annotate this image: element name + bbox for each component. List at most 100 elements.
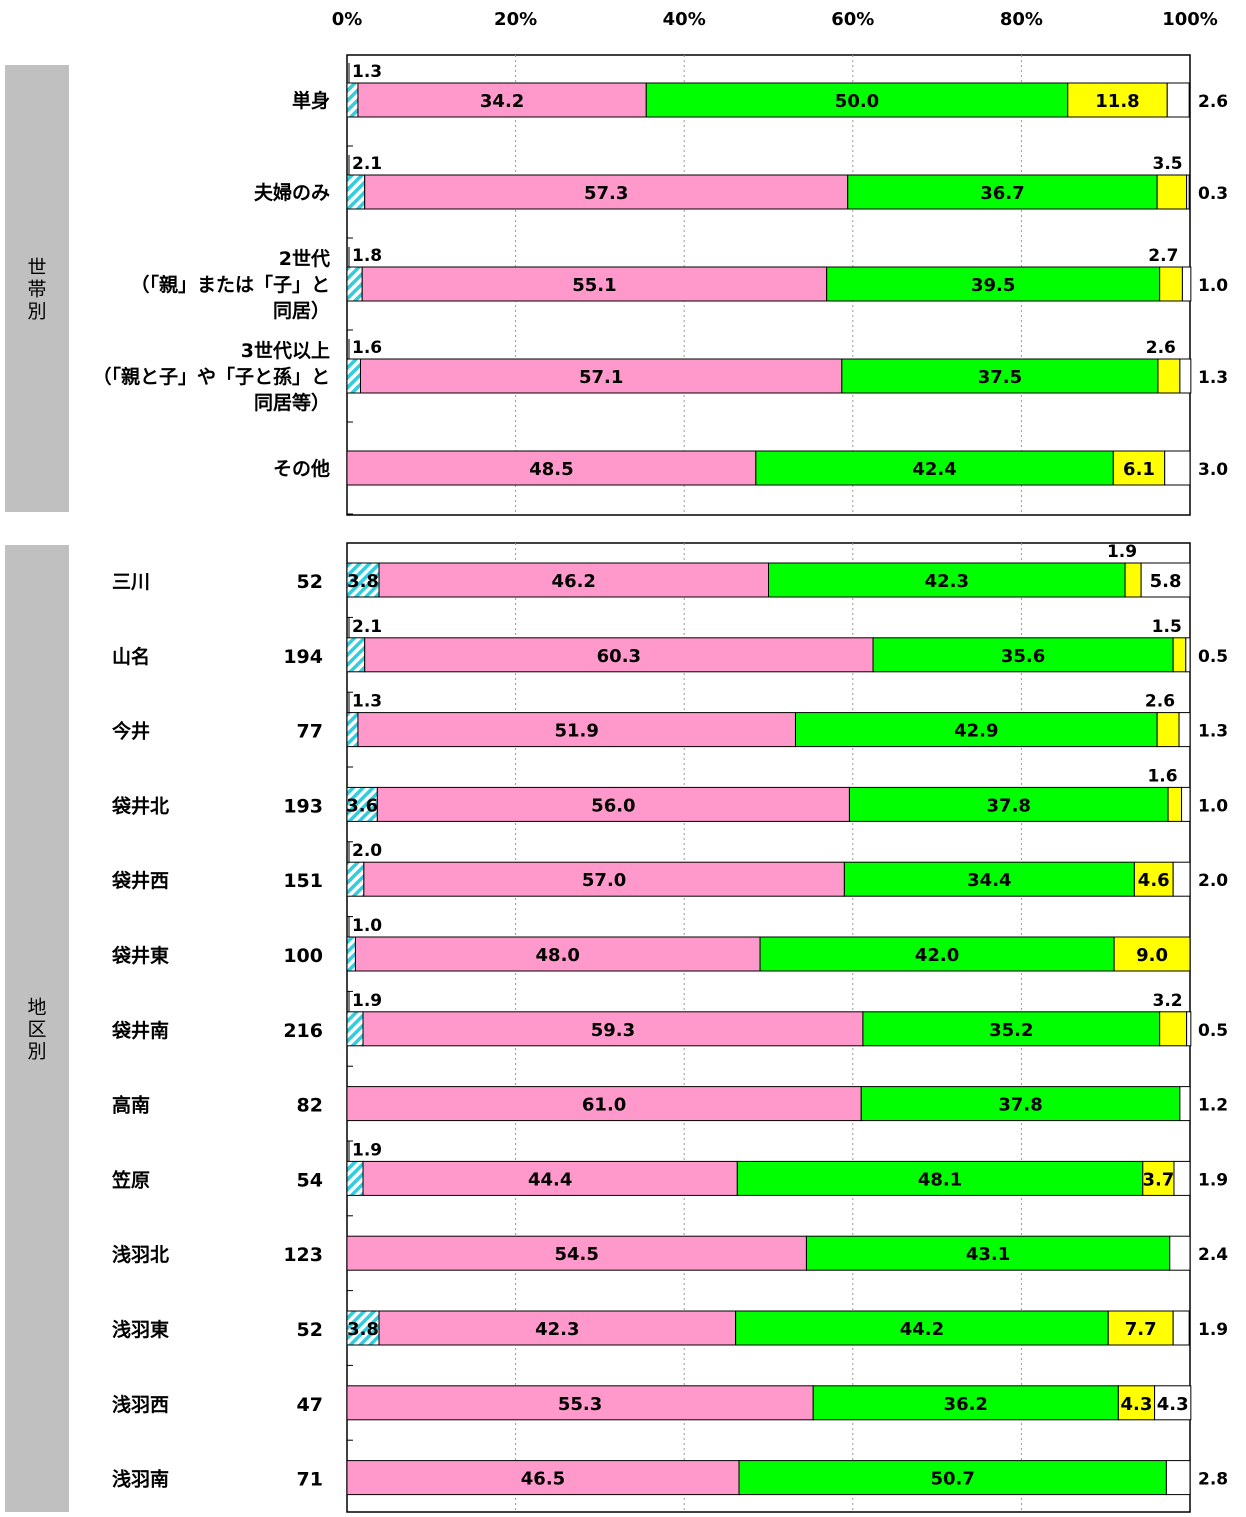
bar-row: 山名 194 60.3 35.6 2.1 1.5 0.5 (112, 617, 1228, 673)
bar-row: 袋井北 193 56.0 37.8 3.6 1.6 1.0 (111, 766, 1228, 822)
data-label: 34.2 (480, 91, 524, 112)
category-label: 今井 (111, 720, 150, 743)
sample-size-label: 100 (283, 945, 323, 967)
bar-segment (1181, 266, 1192, 302)
data-label: 51.9 (555, 721, 599, 742)
sample-size-label: 52 (297, 1319, 323, 1341)
data-label: 57.1 (579, 367, 623, 388)
data-label: 35.2 (989, 1020, 1033, 1041)
group-label-box (5, 65, 69, 512)
bar-segment (346, 936, 356, 972)
data-label: 1.9 (352, 1140, 382, 1160)
sample-size-label: 151 (283, 870, 323, 892)
bar-segment (1181, 786, 1191, 822)
sample-size-label: 52 (297, 571, 323, 593)
bar-segment (378, 562, 769, 598)
bar-segment (346, 861, 365, 897)
data-label: 4.6 (1138, 870, 1170, 891)
bar-segment (1178, 712, 1191, 748)
data-label: 1.3 (352, 692, 382, 712)
category-label: 浅羽西 (112, 1393, 169, 1416)
x-tick-label: 0% (332, 9, 363, 30)
bar-segment (346, 174, 366, 210)
bar-segment (1112, 450, 1166, 486)
bar-segment (1124, 562, 1142, 598)
bar-segment (1172, 861, 1191, 897)
category-label: 袋井北 (111, 794, 169, 817)
data-label: 1.0 (1198, 796, 1228, 816)
bar-segment (378, 1310, 737, 1346)
category-label: その他 (273, 457, 330, 480)
bar-segment (1173, 1160, 1191, 1196)
category-label: 3世代以上 (241, 340, 330, 362)
bar-segment (735, 1310, 1109, 1346)
bar-segment (738, 1460, 1167, 1496)
category-label: 単身 (292, 89, 330, 112)
group-label-char: 区 (27, 1019, 46, 1041)
data-label: 5.8 (1150, 571, 1182, 592)
x-tick-label: 60% (831, 9, 874, 30)
bar-segment (346, 266, 363, 302)
group-label-char: 世 (27, 257, 46, 279)
bar-segment (1172, 637, 1187, 673)
group-label-char: 地 (27, 997, 46, 1019)
data-label: 59.3 (591, 1020, 635, 1041)
bar-segment (1169, 1235, 1191, 1271)
bar-segment (1113, 936, 1191, 972)
bar-segment (755, 450, 1114, 486)
data-label: 1.3 (1198, 368, 1228, 388)
bar-row: 袋井東 100 48.0 42.0 1.0 9.0 (111, 916, 1191, 972)
data-label: 1.9 (1198, 1320, 1228, 1340)
data-label: 55.3 (558, 1394, 602, 1415)
bar-segment (357, 82, 647, 118)
bar-segment (1156, 712, 1180, 748)
data-label: 42.4 (912, 459, 956, 480)
bar-segment (346, 358, 361, 394)
x-tick-label: 40% (663, 9, 706, 30)
data-label: 54.5 (555, 1244, 599, 1265)
bar-segment (872, 637, 1174, 673)
bar-segment (843, 861, 1135, 897)
data-label: 48.5 (529, 459, 573, 480)
data-label: 44.2 (900, 1319, 944, 1340)
data-label: 11.8 (1095, 91, 1139, 112)
bar-segment (346, 82, 359, 118)
data-label: 1.2 (1198, 1096, 1228, 1116)
bar-segment (346, 1160, 364, 1196)
data-label: 1.6 (1147, 766, 1177, 786)
bar-row: 今井 77 51.9 42.9 1.3 2.6 1.3 (111, 692, 1228, 748)
data-label: 2.0 (352, 841, 382, 861)
data-label: 1.6 (352, 338, 382, 358)
sample-size-label: 123 (283, 1244, 323, 1266)
category-label: 笠原 (111, 1168, 150, 1191)
data-label: 36.2 (944, 1394, 988, 1415)
sample-size-label: 71 (297, 1469, 323, 1491)
data-label: 61.0 (582, 1095, 626, 1116)
bar-segment (1159, 266, 1183, 302)
bar-row: 夫婦のみ 57.3 36.7 2.1 3.5 0.3 (254, 154, 1228, 210)
category-label: 夫婦のみ (254, 181, 330, 204)
bar-segment (364, 637, 874, 673)
data-label: 1.9 (1198, 1170, 1228, 1190)
data-label: 2.6 (1146, 338, 1176, 358)
category-label: 山名 (112, 645, 150, 668)
data-label: 37.5 (978, 367, 1022, 388)
bar-segment (805, 1235, 1171, 1271)
data-label: 3.8 (347, 571, 379, 592)
sample-size-label: 216 (283, 1020, 323, 1042)
category-label: 同居） (273, 299, 330, 322)
bar-row: 浅羽北 123 54.5 43.1 2.4 (112, 1235, 1228, 1271)
bar-row: 浅羽南 71 46.5 50.7 2.8 (112, 1460, 1228, 1496)
bar-segment (1167, 786, 1183, 822)
category-label: 袋井東 (111, 944, 169, 967)
data-label: 48.0 (536, 945, 580, 966)
bar-segment (1185, 637, 1191, 673)
data-label: 34.4 (967, 870, 1011, 891)
data-label: 2.8 (1198, 1470, 1228, 1490)
bar-segment (359, 358, 843, 394)
bar-segment (362, 1160, 738, 1196)
data-label: 35.6 (1001, 646, 1045, 667)
bar-row: 袋井西 151 57.0 34.4 2.0 4.6 2.0 (111, 841, 1228, 897)
bar-segment (1133, 861, 1174, 897)
